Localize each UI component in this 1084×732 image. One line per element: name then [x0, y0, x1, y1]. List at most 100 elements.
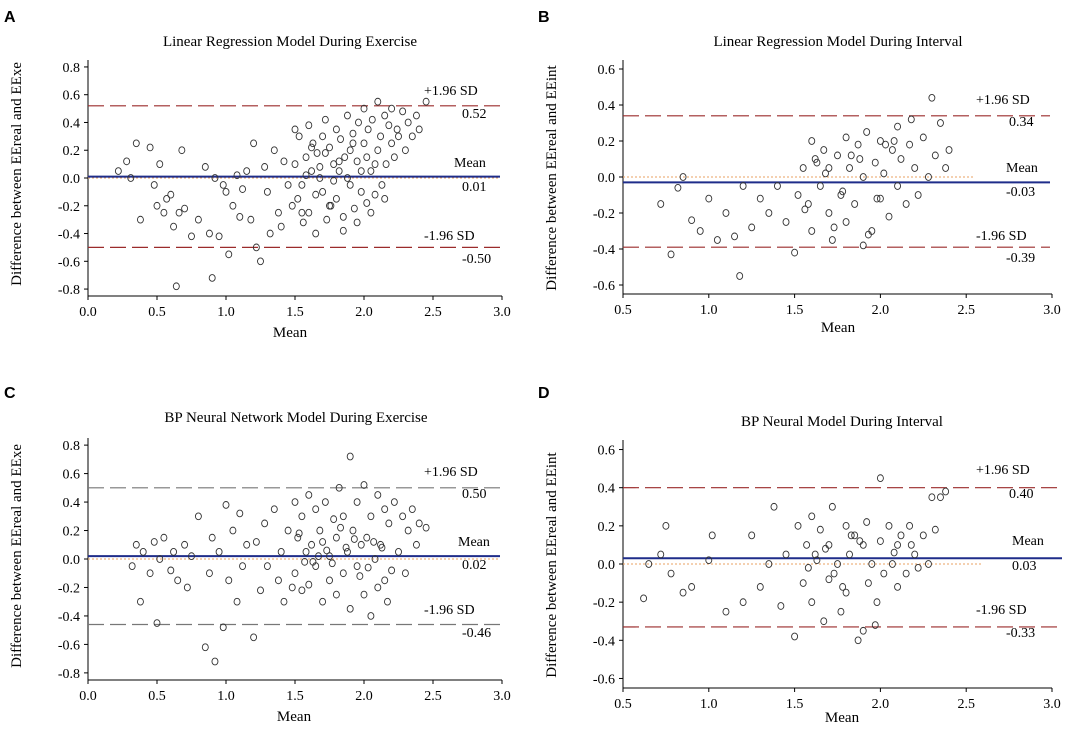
data-point	[305, 491, 313, 499]
data-point	[360, 590, 368, 599]
data-point	[937, 493, 944, 502]
data-point	[302, 548, 310, 556]
data-point	[150, 538, 158, 546]
x-tick-label: 1.0	[217, 305, 235, 320]
lower-limit-label: -1.96 SD	[976, 229, 1027, 244]
data-point	[839, 187, 847, 196]
data-point	[332, 590, 340, 599]
data-point	[873, 598, 881, 607]
data-point	[873, 194, 881, 203]
data-point	[302, 153, 310, 162]
data-point	[328, 559, 336, 568]
data-point	[825, 164, 833, 172]
data-point	[415, 519, 423, 528]
data-point	[236, 213, 244, 221]
data-point	[679, 173, 687, 181]
data-point	[332, 533, 340, 542]
data-point	[280, 597, 288, 606]
data-point	[367, 167, 375, 175]
x-tick-label: 0.0	[79, 689, 97, 704]
lower-limit-label: -1.96 SD	[976, 603, 1027, 618]
lower-limit-label: -1.96 SD	[424, 229, 475, 244]
data-point	[308, 540, 316, 549]
data-point	[854, 636, 862, 645]
data-point	[401, 146, 409, 155]
data-point	[337, 135, 344, 143]
x-tick-label: 3.0	[493, 305, 511, 320]
data-point	[277, 548, 285, 556]
data-point	[847, 151, 855, 160]
data-point	[160, 208, 168, 217]
mean-label: Mean	[1006, 161, 1038, 176]
data-point	[748, 223, 756, 232]
data-point	[368, 115, 376, 124]
x-axis-label: Mean	[825, 710, 860, 726]
data-point	[902, 569, 910, 578]
data-point	[183, 583, 191, 592]
data-point	[178, 146, 186, 155]
data-point	[136, 597, 144, 606]
data-point	[851, 531, 859, 540]
data-point	[808, 227, 816, 235]
data-point	[312, 190, 320, 199]
data-point	[205, 229, 213, 238]
lower-limit-value: -0.39	[1006, 251, 1035, 266]
data-point	[371, 190, 379, 199]
y-tick-label: 0.4	[63, 496, 81, 511]
data-point	[813, 158, 821, 167]
data-point	[851, 200, 859, 208]
data-point	[353, 498, 361, 506]
x-tick-label: 2.0	[355, 305, 373, 320]
y-tick-label: -0.4	[58, 228, 80, 243]
data-point	[813, 556, 821, 565]
data-point	[856, 537, 864, 545]
data-point	[309, 557, 317, 566]
data-point	[270, 505, 278, 514]
y-tick-label: -0.4	[593, 634, 615, 649]
data-point	[640, 594, 648, 603]
data-point	[349, 526, 357, 535]
data-point	[305, 208, 313, 217]
data-point	[263, 188, 271, 196]
data-point	[277, 222, 285, 231]
x-tick-label: 2.0	[872, 697, 890, 712]
data-point	[266, 229, 274, 238]
data-point	[301, 557, 309, 566]
mean-value: -0.03	[1006, 185, 1035, 200]
data-point	[937, 119, 944, 127]
data-point	[114, 167, 122, 175]
data-point	[128, 562, 136, 570]
data-point	[330, 515, 338, 523]
data-point	[374, 491, 382, 499]
y-tick-label: 0.4	[63, 116, 81, 131]
panel-c: C BP Neural Network Model During Exercis…	[4, 385, 511, 725]
data-point	[371, 160, 379, 168]
data-point	[343, 174, 351, 182]
data-point	[360, 104, 368, 113]
data-point	[408, 505, 416, 514]
data-point	[341, 153, 349, 162]
data-point	[139, 548, 147, 556]
data-point	[378, 543, 386, 552]
data-point	[208, 533, 216, 542]
data-point	[353, 157, 361, 166]
data-point	[371, 555, 379, 563]
data-point	[914, 563, 922, 572]
data-point	[346, 452, 354, 461]
data-point	[343, 111, 351, 120]
data-point	[794, 521, 802, 530]
mean-label: Mean	[458, 535, 490, 550]
data-point	[127, 174, 135, 182]
data-point	[842, 133, 850, 142]
data-point	[907, 541, 915, 549]
data-point	[381, 111, 389, 120]
data-point	[360, 481, 368, 489]
data-point	[291, 498, 299, 506]
lower-limit-value: -0.50	[462, 252, 491, 267]
data-point	[319, 132, 327, 141]
data-point	[395, 132, 402, 141]
data-point	[657, 550, 665, 559]
data-point	[236, 509, 244, 518]
data-point	[156, 555, 164, 563]
